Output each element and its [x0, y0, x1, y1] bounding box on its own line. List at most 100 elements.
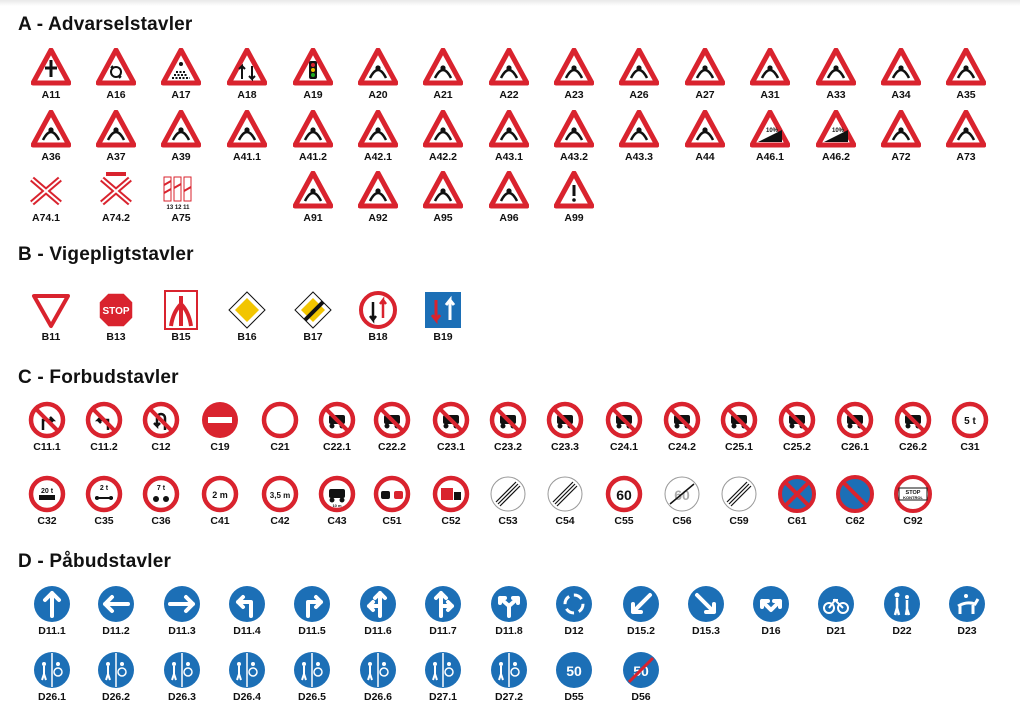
sign-code-label: B19 [433, 331, 453, 343]
sign-a95: A95 [412, 171, 474, 224]
sign-code-label: D11.6 [364, 625, 392, 637]
sign-code-label: C11.2 [90, 441, 118, 453]
sign-c42: 3,5 m C42 [249, 474, 311, 527]
sign-code-label: D26.2 [101, 691, 131, 703]
sign-a41-2: A41.2 [282, 110, 344, 163]
sign-a95-icon [423, 171, 463, 209]
sign-d27-2: D27.2 [478, 650, 540, 703]
sign-c54: C54 [534, 474, 596, 527]
sign-code-label: A11 [41, 89, 61, 101]
sign-code-label: C19 [210, 441, 230, 453]
sign-code-label: C11.1 [33, 441, 61, 453]
sign-code-label: C59 [729, 515, 749, 527]
sign-c19: C19 [189, 400, 251, 453]
sign-code-label: A44 [695, 151, 715, 163]
sign-code-label: D26.5 [297, 691, 327, 703]
sign-a23-icon [554, 48, 594, 86]
sign-code-label: B15 [171, 331, 191, 343]
sign-a75-icon: 13 12 11 [163, 176, 192, 211]
sign-d27-1-icon [425, 652, 461, 688]
sign-c59: C59 [708, 474, 770, 527]
sign-a26: A26 [608, 48, 670, 101]
sign-b16-icon [228, 291, 266, 329]
sign-code-label: A43.3 [624, 151, 654, 163]
sign-a17: A17 [150, 48, 212, 101]
sign-a43-1-icon [489, 110, 529, 148]
sign-c22-2: C22.2 [361, 400, 423, 453]
sign-code-label: A46.1 [755, 151, 785, 163]
sign-c23-2-icon [489, 401, 527, 439]
sign-c11-1-icon [28, 401, 66, 439]
sign-a35: A35 [935, 48, 997, 101]
sign-c42-icon: 3,5 m [261, 475, 299, 513]
sign-a42-2-icon [423, 110, 463, 148]
sign-code-label: A92 [368, 212, 388, 224]
sign-b19-icon [425, 292, 461, 328]
svg-text:KONTROL: KONTROL [903, 495, 923, 500]
sign-c51: C51 [361, 474, 423, 527]
sign-c35-icon: 2 t [85, 475, 123, 513]
sign-d11-2-icon [98, 586, 134, 622]
sign-c43: 10 m C43 [306, 474, 368, 527]
section-title-c: C - Forbudstavler [18, 367, 179, 388]
sign-d15-2: D15.2 [610, 584, 672, 637]
sign-code-label: D12 [564, 625, 584, 637]
sign-d15-3-icon [688, 586, 724, 622]
sign-c52: C52 [420, 474, 482, 527]
sign-a92: A92 [347, 171, 409, 224]
sign-d16: D16 [740, 584, 802, 637]
sign-d26-1: D26.1 [21, 650, 83, 703]
sign-code-label: D27.1 [428, 691, 458, 703]
sign-c53-icon [490, 476, 526, 512]
sign-code-label: D16 [761, 625, 781, 637]
svg-text:2 m: 2 m [212, 490, 228, 500]
sign-d26-3: D26.3 [151, 650, 213, 703]
sign-a39-icon [161, 110, 201, 148]
sign-a99-icon [554, 171, 594, 209]
sign-code-label: D21 [826, 625, 846, 637]
sign-a31-icon [750, 48, 790, 86]
sign-d26-5-icon [294, 652, 330, 688]
sign-code-label: A74.1 [31, 212, 61, 224]
sign-a36-icon [31, 110, 71, 148]
sign-code-label: C41 [210, 515, 230, 527]
svg-text:STOP: STOP [102, 306, 129, 317]
sign-c51-icon [373, 475, 411, 513]
sign-b16: B16 [216, 290, 278, 343]
sign-a91-icon [293, 171, 333, 209]
sign-b11-icon [32, 294, 70, 328]
sign-d11-7: D11.7 [412, 584, 474, 637]
sign-a72: A72 [870, 110, 932, 163]
sign-a22-icon [489, 48, 529, 86]
sign-a20-icon [358, 48, 398, 86]
sign-d16-icon [753, 586, 789, 622]
sign-code-label: B11 [41, 331, 61, 343]
sign-code-label: C35 [94, 515, 114, 527]
sign-code-label: A35 [956, 89, 976, 101]
sign-code-label: A73 [956, 151, 976, 163]
sign-a74-2-icon [100, 172, 132, 206]
sign-code-label: A95 [433, 212, 453, 224]
sign-c54-icon [547, 476, 583, 512]
sign-c25-1: C25.1 [708, 400, 770, 453]
sign-c23-2: C23.2 [477, 400, 539, 453]
sign-code-label: D56 [631, 691, 651, 703]
sign-c22-2-icon [373, 401, 411, 439]
sign-code-label: B17 [303, 331, 323, 343]
sign-code-label: C23.3 [550, 441, 580, 453]
svg-text:13 12 11: 13 12 11 [166, 205, 190, 211]
sign-a46-1-icon: 10% [750, 110, 790, 148]
sign-code-label: A22 [499, 89, 519, 101]
sign-a27: A27 [674, 48, 736, 101]
sign-b13: STOP B13 [85, 290, 147, 343]
sign-a23: A23 [543, 48, 605, 101]
section-title-a: A - Advarselstavler [18, 14, 193, 35]
sign-code-label: A31 [760, 89, 780, 101]
sign-d26-2-icon [98, 652, 134, 688]
sign-d56-icon: 50 [623, 652, 659, 688]
sign-c21-icon [261, 401, 299, 439]
sign-a46-1: 10% A46.1 [739, 110, 801, 163]
sign-b17-icon [294, 291, 332, 329]
sign-c24-2-icon [663, 401, 701, 439]
section-title-d: D - Påbudstavler [18, 551, 172, 572]
